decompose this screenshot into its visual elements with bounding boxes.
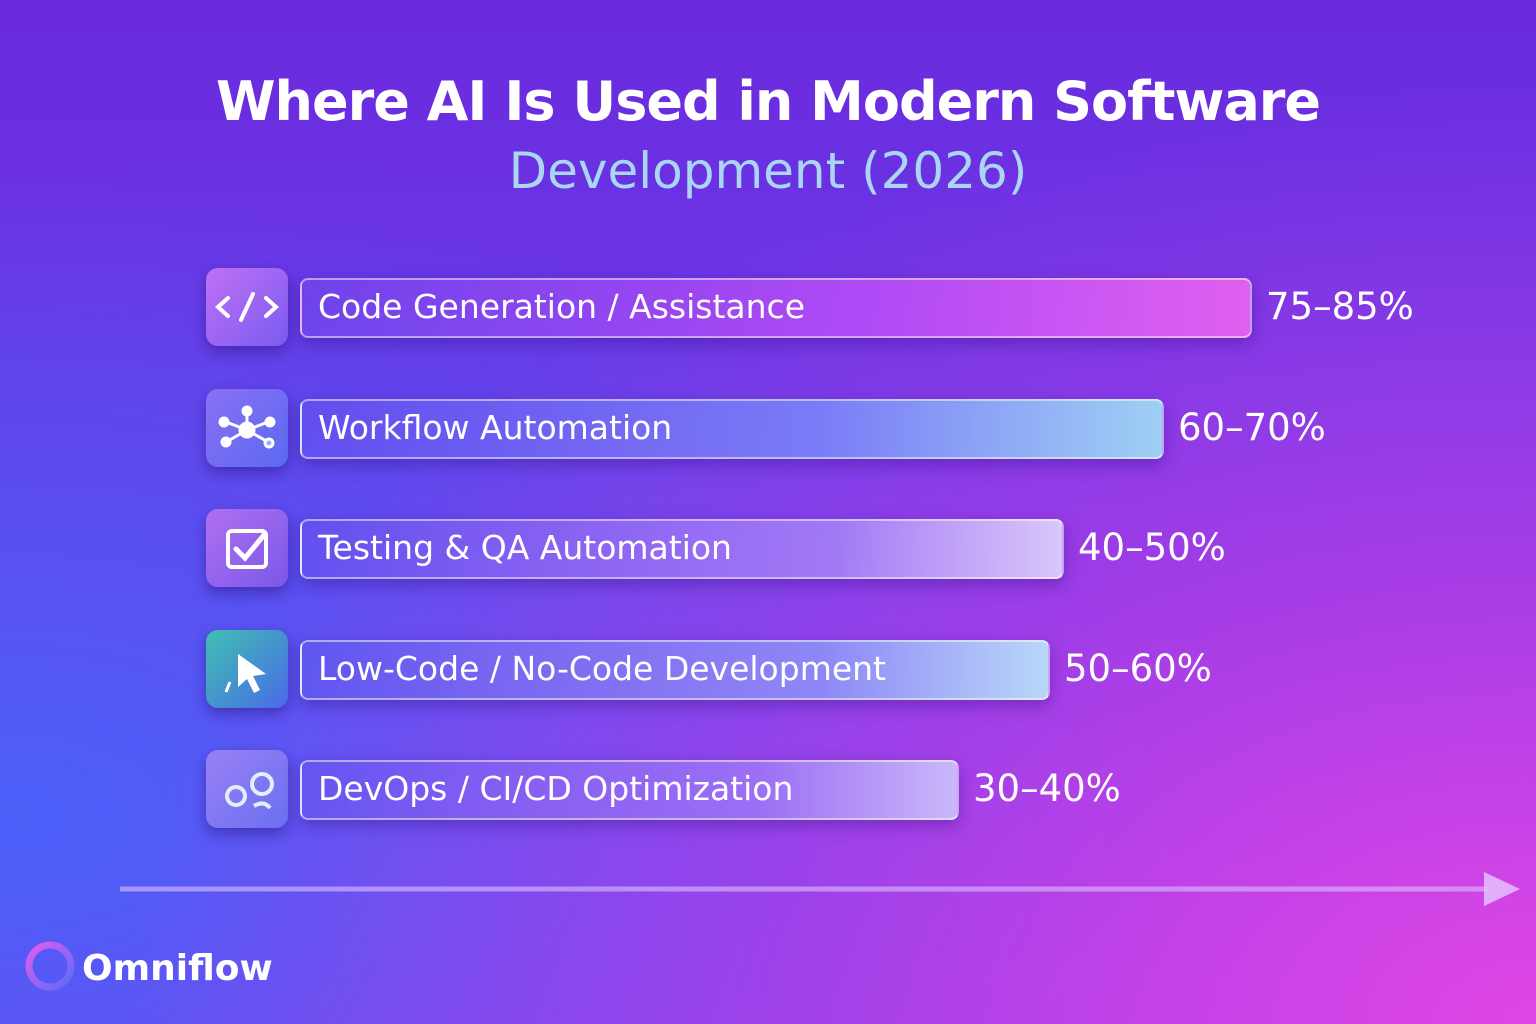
value-label: 30–40% <box>973 767 1121 810</box>
icon-glyph <box>215 292 279 322</box>
bar-label: Testing & QA Automation <box>318 528 732 567</box>
bar <box>300 519 1064 579</box>
row-icon <box>206 750 288 828</box>
row-icon <box>206 629 288 708</box>
value-label: 75–85% <box>1266 285 1414 328</box>
icon-glyph <box>218 405 276 448</box>
bar-label: Workflow Automation <box>318 407 673 447</box>
row-icon <box>206 388 288 467</box>
bar-label: Code Generation / Assistance <box>318 287 806 326</box>
row-icon <box>206 268 288 346</box>
bar-label: DevOps / CI/CD Optimization <box>318 769 794 808</box>
bar <box>300 639 1050 700</box>
value-label: 60–70% <box>1178 405 1326 449</box>
title: Where AI Is Used in Modern Software <box>215 70 1321 133</box>
icon-glyph <box>226 529 268 569</box>
brand-name: Omniflow <box>82 948 273 989</box>
icon-glyph <box>224 653 266 693</box>
brand-logo <box>25 941 75 991</box>
arrow-head <box>1484 872 1520 906</box>
bar <box>300 760 959 820</box>
subtitle: Development (2026) <box>508 142 1028 200</box>
icon-glyph <box>225 772 274 810</box>
row-icon <box>206 509 288 587</box>
value-label: 50–60% <box>1064 646 1212 690</box>
value-label: 40–50% <box>1078 526 1226 569</box>
bar <box>300 398 1164 459</box>
bar-label: Low-Code / No-Code Development <box>318 648 886 688</box>
bar <box>300 278 1252 338</box>
